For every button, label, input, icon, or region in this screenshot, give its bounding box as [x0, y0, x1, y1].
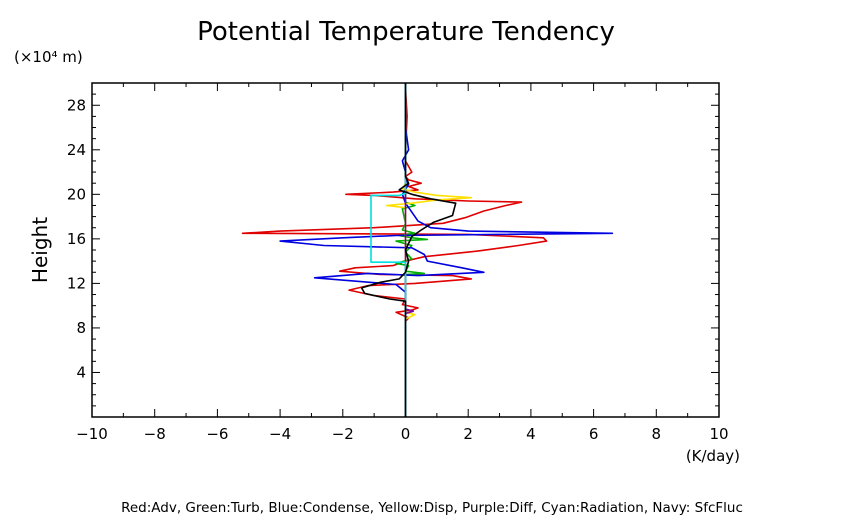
y-unit-label: (×10⁴ m) — [14, 48, 83, 66]
series-line-adv — [241, 83, 548, 417]
x-tick-label: −10 — [76, 425, 108, 443]
x-tick-label: 6 — [589, 425, 599, 443]
y-axis-label: Height — [28, 217, 52, 283]
x-tick-label: −6 — [206, 425, 228, 443]
y-tick-label: 20 — [67, 185, 86, 203]
plot-frame — [91, 82, 720, 418]
x-tick-label: −2 — [332, 425, 354, 443]
y-tick-label: 16 — [67, 230, 86, 248]
y-tick-label: 8 — [76, 319, 86, 337]
legend-text: Red:Adv, Green:Turb, Blue:Condense, Yell… — [121, 500, 743, 516]
y-tick-label: 28 — [67, 96, 86, 114]
series-line-turb — [395, 83, 429, 417]
x-tick-label: 0 — [401, 425, 411, 443]
y-tick-label: 4 — [76, 363, 86, 381]
series-line-black — [360, 83, 457, 417]
x-tick-label: 8 — [652, 425, 662, 443]
y-tick-label: 12 — [67, 274, 86, 292]
y-tick-label: 24 — [67, 141, 86, 159]
series-line-disp — [385, 83, 473, 417]
series-line-radiation — [370, 83, 407, 417]
x-axis-label: (K/day) — [686, 447, 740, 465]
x-tick-label: −8 — [144, 425, 166, 443]
series-line-condense — [279, 83, 614, 417]
x-tick-label: −4 — [269, 425, 291, 443]
x-tick-label: 10 — [709, 425, 728, 443]
series-layer — [241, 83, 614, 417]
x-tick-label: 2 — [463, 425, 473, 443]
x-tick-label: 4 — [526, 425, 536, 443]
chart-title: Potential Temperature Tendency — [197, 17, 615, 47]
